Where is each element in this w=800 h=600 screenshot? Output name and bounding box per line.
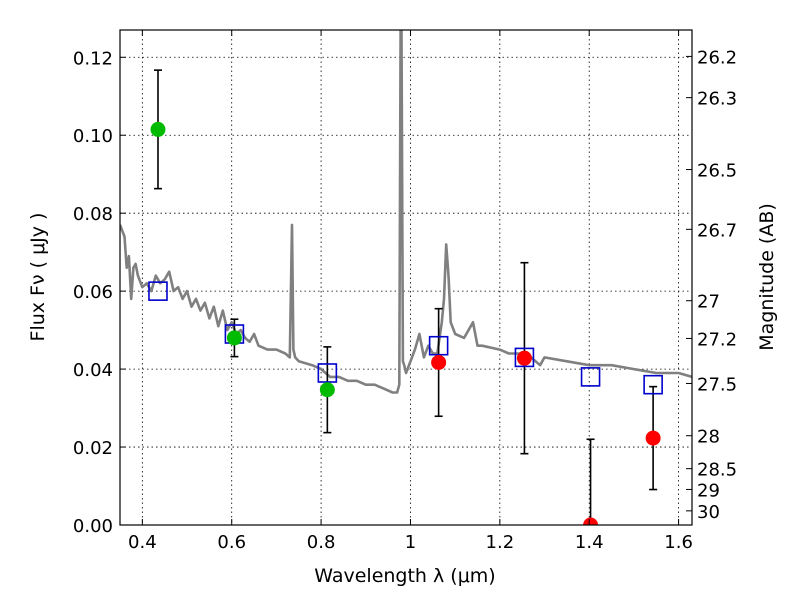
x-tick-label: 0.4: [128, 532, 157, 553]
x-tick-label: 0.6: [217, 532, 246, 553]
observed-point: [319, 382, 335, 398]
magnitude-tick-label: 26.7: [697, 220, 737, 241]
y-tick-label: 0.06: [73, 282, 113, 303]
y-tick-label: 0.02: [73, 438, 113, 459]
magnitude-tick-label: 28: [697, 427, 720, 448]
x-tick-label: 1.6: [664, 532, 693, 553]
y-tick-label: 0.00: [73, 516, 113, 537]
model-photometry-square: [428, 335, 449, 356]
magnitude-tick-label: 27: [697, 292, 720, 313]
plot-frame: [119, 29, 693, 526]
observed-point: [150, 121, 166, 137]
observed-point: [431, 354, 447, 370]
magnitude-tick-label: 29: [697, 480, 720, 501]
y-tick-label: 0.10: [73, 126, 113, 147]
model-photometry-square: [317, 363, 338, 383]
grid: [120, 30, 692, 526]
model-photometry-square: [580, 367, 601, 387]
observed-point: [645, 430, 661, 446]
model-photometry-square: [514, 347, 535, 368]
magnitude-tick-label: 30: [697, 502, 720, 523]
observed-point: [583, 517, 599, 525]
model-sed-layer: [120, 30, 692, 394]
model-photometry-square: [643, 374, 663, 395]
model-photometry-layer: [148, 281, 663, 395]
y-axis-label: Flux Fν ( μJy ): [27, 213, 49, 342]
magnitude-tick-label: 26.5: [697, 161, 737, 182]
y-tick-label: 0.04: [73, 360, 113, 381]
x-tick-label: 0.8: [307, 532, 336, 553]
y-tick-label: 0.08: [73, 204, 113, 225]
x-axis-label: Wavelength λ (μm): [314, 565, 495, 587]
x-tick-label: 1: [405, 532, 416, 553]
model-photometry-square: [148, 281, 168, 301]
magnitude-tick-label: 28.5: [697, 460, 737, 481]
magnitude-tick-label: 26.3: [697, 89, 737, 110]
observed-point: [226, 330, 242, 346]
x-tick-label: 1.2: [486, 532, 515, 553]
tick-layer: 0.4 0.6 0.8 1 1.2 1.4 1.6 0.00 0.02 0.04 0.06 0.08 0…: [73, 30, 737, 553]
magnitude-tick-label: 27.2: [697, 329, 737, 350]
observed-point: [516, 350, 532, 366]
y-tick-label: 0.12: [73, 48, 113, 69]
model-sed-line: [120, 30, 692, 394]
observed-photometry-layer: [150, 121, 661, 525]
x-tick-label: 1.4: [575, 532, 604, 553]
magnitude-tick-label: 27.5: [697, 374, 737, 395]
magnitude-tick-label: 26.2: [697, 47, 737, 68]
magnitude-axis-label: Magnitude (AB): [756, 203, 778, 351]
